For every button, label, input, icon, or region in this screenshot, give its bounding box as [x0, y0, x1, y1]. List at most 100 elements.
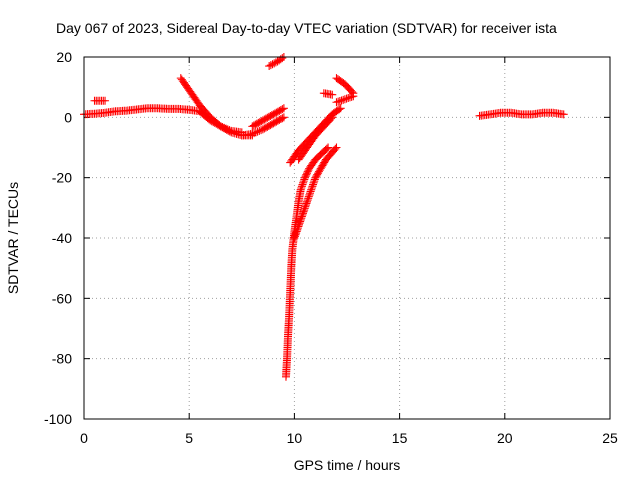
data-point — [336, 104, 345, 113]
data-point — [266, 61, 275, 70]
y-tick-label: 20 — [56, 49, 72, 65]
data-point — [306, 189, 315, 198]
data-point — [225, 126, 234, 135]
data-point — [297, 212, 306, 221]
data-point — [298, 180, 307, 189]
data-point — [294, 220, 303, 229]
data-point — [308, 182, 317, 191]
data-point — [301, 201, 310, 210]
data-point — [310, 177, 319, 186]
series-base-late — [475, 108, 568, 120]
data-point — [251, 128, 260, 137]
data-point — [271, 58, 280, 67]
data-point — [310, 175, 319, 184]
data-point — [349, 92, 358, 101]
data-point — [290, 234, 299, 242]
series-arc-diag-2 — [294, 113, 337, 164]
y-tick-label: -20 — [52, 170, 72, 186]
series-base-early — [80, 104, 204, 119]
data-point — [265, 62, 274, 71]
data-point — [306, 187, 315, 196]
data-point — [340, 95, 349, 104]
data-point — [309, 178, 318, 187]
data-point — [297, 182, 306, 191]
data-point — [303, 196, 312, 205]
data-point — [301, 202, 310, 211]
data-point — [347, 92, 356, 101]
data-point — [342, 94, 351, 103]
plot-frame — [83, 56, 611, 420]
data-point — [304, 194, 313, 203]
x-axis-label: GPS time / hours — [294, 457, 401, 473]
series-arc-dip — [281, 143, 333, 381]
data-point — [300, 175, 309, 184]
data-point — [296, 215, 305, 224]
data-point — [290, 232, 299, 241]
data-point — [279, 104, 288, 113]
data-point — [334, 97, 343, 106]
x-tick-label: 25 — [602, 430, 618, 446]
data-point — [299, 178, 308, 187]
data-point — [335, 97, 344, 106]
chart-title: Day 067 of 2023, Sidereal Day-to-day VTE… — [56, 20, 557, 36]
y-tick-label: -100 — [44, 411, 72, 427]
data-point — [216, 122, 225, 131]
series-arc-top — [265, 53, 288, 71]
data-point — [270, 59, 279, 68]
data-point — [223, 125, 232, 134]
data-point — [222, 124, 231, 133]
data-point — [345, 93, 354, 102]
data-point — [299, 207, 308, 216]
data-point — [328, 113, 337, 122]
data-point — [253, 127, 262, 136]
series-arc-12b — [332, 92, 358, 107]
y-tick-label: 0 — [64, 109, 72, 125]
data-point — [328, 90, 337, 99]
data-point — [309, 180, 318, 189]
data-point — [324, 143, 333, 152]
data-point — [297, 214, 306, 223]
data-point — [304, 192, 313, 201]
data-point — [248, 129, 257, 138]
x-tick-label: 5 — [185, 430, 193, 446]
data-point — [302, 199, 311, 208]
data-point — [296, 217, 305, 226]
y-tick-label: -80 — [52, 351, 72, 367]
data-point — [300, 206, 309, 215]
data-point — [331, 144, 340, 153]
data-point — [220, 123, 229, 132]
data-point — [291, 230, 300, 239]
data-point — [299, 209, 308, 218]
data-point — [332, 98, 341, 107]
data-point — [215, 121, 224, 130]
data-point — [279, 113, 288, 122]
data-point — [307, 184, 316, 193]
series-arc-dip-2 — [290, 143, 341, 242]
data-point — [268, 60, 277, 69]
data-point — [292, 227, 301, 236]
data-point — [297, 184, 306, 193]
y-tick-label: -40 — [52, 230, 72, 246]
data-point — [344, 94, 353, 103]
data-point — [300, 204, 309, 213]
data-point — [294, 222, 303, 231]
data-point — [335, 105, 344, 114]
data-point — [278, 54, 287, 63]
data-point — [255, 126, 264, 135]
data-point — [278, 114, 287, 123]
data-point — [305, 190, 314, 199]
data-point — [307, 185, 316, 194]
data-points — [80, 53, 568, 381]
data-point — [337, 96, 346, 105]
data-point — [559, 110, 568, 119]
series-arc-late-rise — [248, 104, 288, 131]
series-arc-rise — [237, 113, 288, 140]
x-tick-label: 10 — [287, 430, 303, 446]
series-arc-small — [319, 89, 337, 99]
data-point — [257, 126, 266, 135]
series-short-arc — [90, 96, 110, 105]
data-point — [332, 143, 341, 152]
data-point — [303, 197, 312, 206]
x-tick-label: 15 — [392, 430, 408, 446]
data-point — [327, 114, 336, 123]
